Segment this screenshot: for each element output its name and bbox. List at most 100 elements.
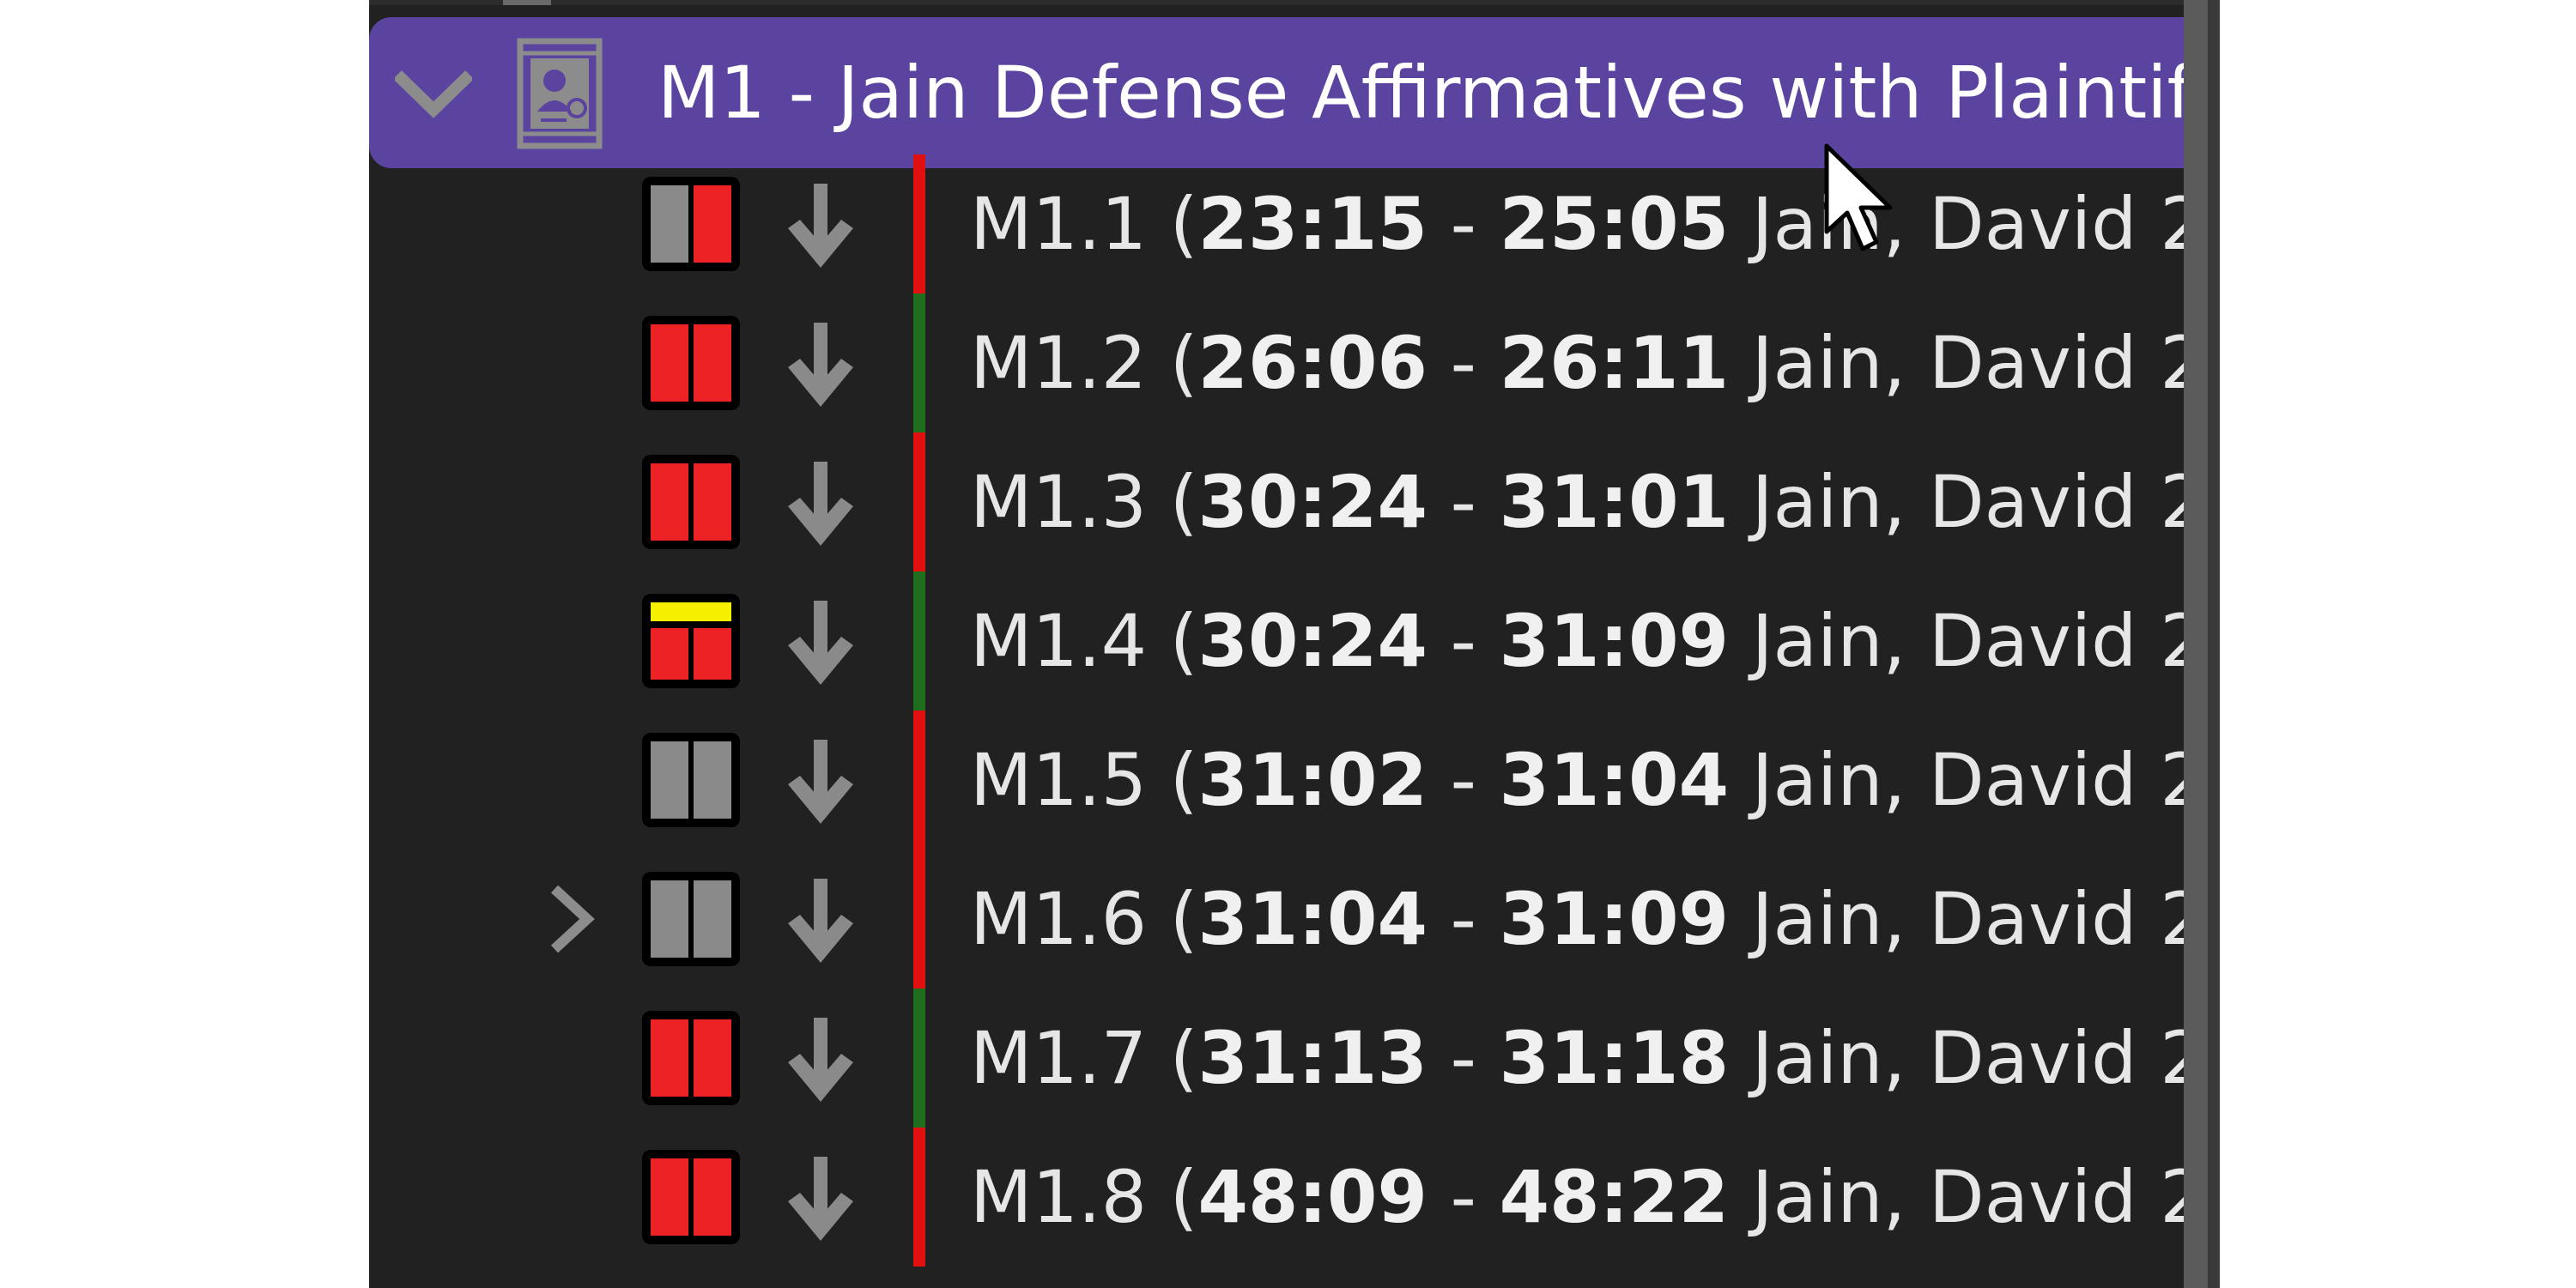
clip-start-time: 48:09 bbox=[1197, 1155, 1427, 1239]
time-separator: - bbox=[1427, 877, 1500, 961]
arrow-down-icon[interactable] bbox=[785, 1155, 857, 1243]
clip-end-time: 31:04 bbox=[1499, 738, 1730, 822]
status-bar-right bbox=[694, 185, 731, 263]
status-bar-right bbox=[694, 1158, 731, 1236]
time-separator: - bbox=[1427, 1155, 1500, 1239]
witness-name: Jain, David 2 bbox=[1751, 877, 2184, 961]
open-paren: ( bbox=[1147, 460, 1198, 544]
arrow-down-icon[interactable] bbox=[785, 321, 857, 408]
open-paren: ( bbox=[1147, 1155, 1198, 1239]
clip-label: M1.3 (30:24 - 31:01 Jain, David 2 bbox=[970, 432, 2184, 571]
open-paren: ( bbox=[1147, 599, 1198, 683]
clip-status-indicator bbox=[642, 316, 740, 410]
clip-row[interactable]: M1.3 (30:24 - 31:01 Jain, David 2 bbox=[369, 432, 2184, 571]
space bbox=[1729, 321, 1752, 405]
witness-name: Jain, David 2 bbox=[1751, 182, 2184, 266]
arrow-down-icon[interactable] bbox=[785, 738, 857, 825]
witness-name: Jain, David 2 bbox=[1751, 738, 2184, 822]
previous-row-edge bbox=[369, 0, 2184, 5]
witness-name: Jain, David 2 bbox=[1751, 1155, 2184, 1239]
space bbox=[1729, 1155, 1752, 1239]
mouse-pointer-icon bbox=[1824, 143, 1893, 251]
clip-start-time: 31:04 bbox=[1197, 877, 1427, 961]
status-bar-left bbox=[651, 1158, 688, 1236]
witness-name: Jain, David 2 bbox=[1751, 460, 2184, 544]
clip-end-time: 31:18 bbox=[1499, 1016, 1730, 1100]
clip-end-time: 26:11 bbox=[1499, 321, 1730, 405]
clip-row[interactable]: M1.2 (26:06 - 26:11 Jain, David 2 bbox=[369, 293, 2184, 432]
arrow-down-icon[interactable] bbox=[785, 1016, 857, 1104]
clip-end-time: 48:22 bbox=[1499, 1155, 1730, 1239]
chevron-down-icon[interactable] bbox=[395, 55, 472, 132]
witness-name: Jain, David 2 bbox=[1751, 321, 2184, 405]
clip-status-indicator bbox=[642, 1011, 740, 1105]
clip-status-line bbox=[913, 571, 925, 711]
open-paren: ( bbox=[1147, 182, 1198, 266]
space bbox=[1729, 877, 1752, 961]
clip-row[interactable]: M1.7 (31:13 - 31:18 Jain, David 2 bbox=[369, 989, 2184, 1128]
clip-status-line bbox=[913, 293, 925, 432]
clip-id: M1.3 bbox=[970, 460, 1148, 544]
designation-header-row[interactable]: M1 - Jain Defense Affirmatives with Plai… bbox=[369, 17, 2184, 168]
status-bar-left bbox=[651, 185, 688, 263]
arrow-down-icon[interactable] bbox=[785, 182, 857, 269]
clip-row[interactable]: M1.4 (30:24 - 31:09 Jain, David 2 bbox=[369, 571, 2184, 711]
clip-start-time: 31:02 bbox=[1197, 738, 1427, 822]
clip-start-time: 23:15 bbox=[1197, 182, 1427, 266]
clip-label: M1.6 (31:04 - 31:09 Jain, David 2 bbox=[970, 850, 2184, 989]
clip-row[interactable]: M1.1 (23:15 - 25:05 Jain, David 2 bbox=[369, 154, 2184, 293]
chevron-right-icon[interactable] bbox=[541, 884, 601, 954]
clip-status-indicator bbox=[642, 594, 740, 688]
clip-start-time: 26:06 bbox=[1197, 321, 1427, 405]
time-separator: - bbox=[1427, 738, 1500, 822]
clip-start-time: 31:13 bbox=[1197, 1016, 1427, 1100]
clip-tree-panel: M1 - Jain Defense Affirmatives with Plai… bbox=[369, 0, 2220, 1288]
clip-id: M1.1 bbox=[970, 182, 1148, 266]
clip-label: M1.1 (23:15 - 25:05 Jain, David 2 bbox=[970, 154, 2184, 293]
arrow-down-icon[interactable] bbox=[785, 877, 857, 964]
clip-row[interactable]: M1.8 (48:09 - 48:22 Jain, David 2 bbox=[369, 1128, 2184, 1267]
status-bar-right bbox=[694, 880, 731, 958]
clip-start-time: 30:24 bbox=[1197, 460, 1427, 544]
status-bar-left bbox=[651, 741, 688, 819]
space bbox=[1729, 182, 1752, 266]
vertical-scrollbar[interactable] bbox=[2184, 0, 2208, 1288]
clip-row[interactable]: M1.6 (31:04 - 31:09 Jain, David 2 bbox=[369, 850, 2184, 989]
deposition-clip-icon bbox=[517, 38, 603, 149]
scrollbar-track bbox=[2208, 0, 2220, 1288]
clip-start-time: 30:24 bbox=[1197, 599, 1427, 683]
clip-status-indicator bbox=[642, 177, 740, 271]
clip-id: M1.6 bbox=[970, 877, 1148, 961]
clip-row[interactable]: M1.5 (31:02 - 31:04 Jain, David 2 bbox=[369, 711, 2184, 850]
time-separator: - bbox=[1427, 460, 1500, 544]
open-paren: ( bbox=[1147, 738, 1198, 822]
clip-status-line bbox=[913, 1128, 925, 1267]
clip-id: M1.2 bbox=[970, 321, 1148, 405]
space bbox=[1729, 460, 1752, 544]
status-bar-right bbox=[694, 741, 731, 819]
witness-name: Jain, David 2 bbox=[1751, 599, 2184, 683]
designation-title: M1 - Jain Defense Affirmatives with Plai… bbox=[658, 51, 2184, 135]
time-separator: - bbox=[1427, 599, 1500, 683]
status-bar-left bbox=[651, 880, 688, 958]
open-paren: ( bbox=[1147, 321, 1198, 405]
clip-status-line bbox=[913, 850, 925, 989]
arrow-down-icon[interactable] bbox=[785, 460, 857, 547]
arrow-down-icon[interactable] bbox=[785, 599, 857, 686]
clip-end-time: 31:09 bbox=[1499, 599, 1730, 683]
clip-status-line bbox=[913, 989, 925, 1128]
time-separator: - bbox=[1427, 1016, 1500, 1100]
clip-label: M1.7 (31:13 - 31:18 Jain, David 2 bbox=[970, 989, 2184, 1128]
clip-status-indicator bbox=[642, 872, 740, 966]
status-bar-left bbox=[651, 324, 688, 402]
status-bar-right bbox=[694, 463, 731, 541]
clip-status-indicator bbox=[642, 733, 740, 827]
status-bar-left bbox=[651, 463, 688, 541]
clip-id: M1.4 bbox=[970, 599, 1148, 683]
space bbox=[1729, 1016, 1752, 1100]
clip-status-indicator bbox=[642, 455, 740, 549]
clip-end-time: 25:05 bbox=[1499, 182, 1730, 266]
space bbox=[1729, 599, 1752, 683]
previous-row-icon-fragment bbox=[503, 0, 551, 5]
clip-id: M1.8 bbox=[970, 1155, 1148, 1239]
